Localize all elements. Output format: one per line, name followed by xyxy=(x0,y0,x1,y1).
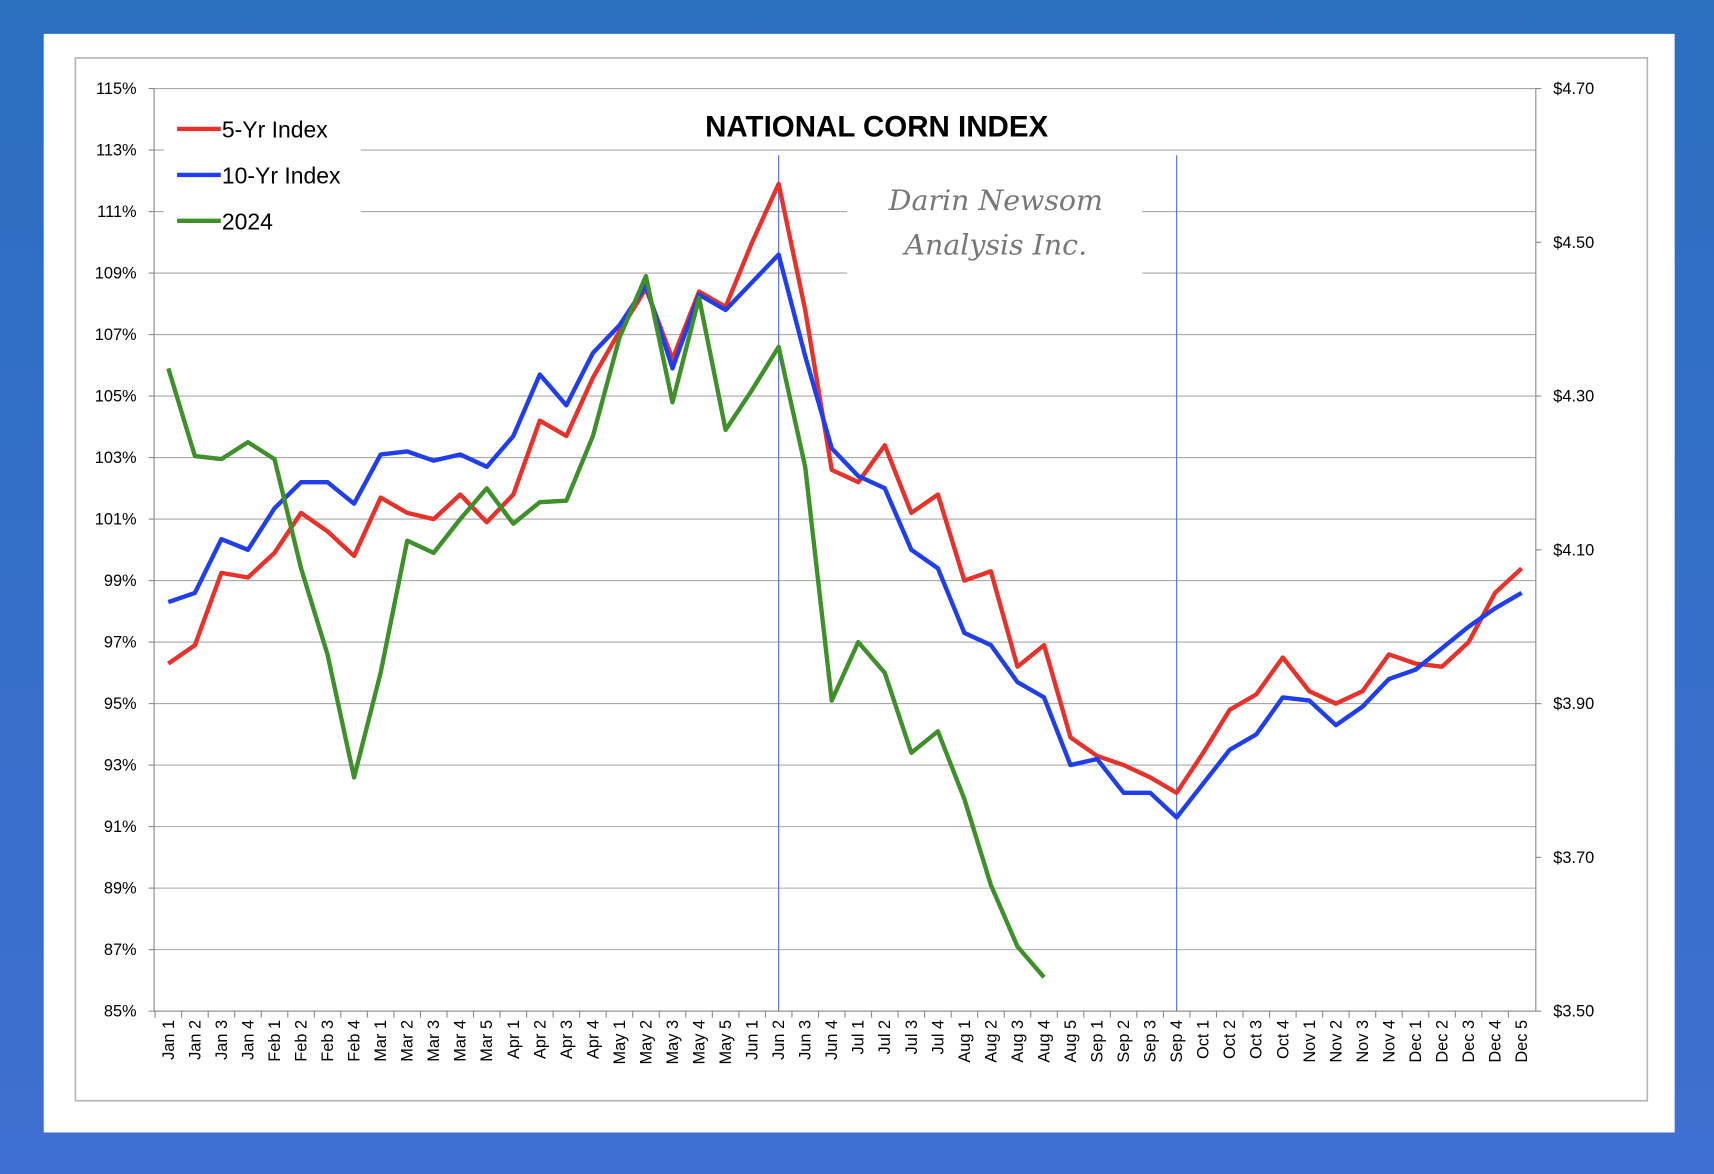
legend: 5-Yr Index 10-Yr Index 2024 xyxy=(177,117,341,235)
x-tick-label: Dec 2 xyxy=(1433,1020,1451,1063)
y-tick-label: 99% xyxy=(104,572,137,590)
x-tick-label: Dec 1 xyxy=(1407,1020,1425,1063)
x-tick-label: Aug 1 xyxy=(956,1020,974,1063)
y-tick-label: 103% xyxy=(95,449,137,467)
x-tick-label: May 5 xyxy=(717,1020,735,1065)
y-tick-label: 93% xyxy=(104,757,137,775)
y-tick-label: 89% xyxy=(104,880,137,898)
x-tick-label: Sep 2 xyxy=(1115,1020,1133,1063)
x-tick-label: Mar 1 xyxy=(372,1020,390,1062)
x-tick-label: Sep 1 xyxy=(1089,1020,1107,1063)
series-line-5-yr-index xyxy=(167,181,1524,796)
y2-tick-label: $4.30 xyxy=(1553,388,1594,406)
x-tick-label: Jan 4 xyxy=(239,1020,257,1060)
x-tick-label: Mar 4 xyxy=(452,1020,470,1062)
x-tick-label: Jan 3 xyxy=(213,1020,231,1060)
watermark: Darin Newsom Analysis Inc. xyxy=(888,184,1103,262)
x-tick-label: May 4 xyxy=(691,1020,709,1065)
series-line-2024 xyxy=(166,273,1046,979)
x-tick-label: Jun 4 xyxy=(823,1020,841,1060)
legend-label: 2024 xyxy=(222,209,273,235)
x-tick-label: Mar 5 xyxy=(478,1020,496,1062)
chart-title: NATIONAL CORN INDEX xyxy=(705,111,1048,144)
x-tick-label: Dec 4 xyxy=(1487,1020,1505,1063)
x-tick-label: Dec 5 xyxy=(1513,1020,1531,1063)
x-tick-label: Feb 2 xyxy=(292,1020,310,1062)
x-tick-label: Sep 4 xyxy=(1168,1020,1186,1063)
y2-tick-label: $4.50 xyxy=(1553,234,1594,252)
y2-tick-label: $3.70 xyxy=(1553,849,1594,867)
x-tick-label: Jul 2 xyxy=(876,1020,894,1055)
y-tick-label: 109% xyxy=(95,265,137,283)
watermark-line-2: Analysis Inc. xyxy=(902,229,1088,262)
x-tick-label: Aug 4 xyxy=(1035,1020,1053,1063)
x-tick-label: Jun 2 xyxy=(770,1020,788,1060)
legend-label: 5-Yr Index xyxy=(222,117,328,143)
x-tick-label: Feb 1 xyxy=(266,1020,284,1062)
x-tick-label: Nov 3 xyxy=(1354,1020,1372,1063)
y2-tick-label: $3.50 xyxy=(1553,1003,1594,1021)
x-tick-label: Mar 2 xyxy=(399,1020,417,1062)
y2-tick-label: $3.90 xyxy=(1553,695,1594,713)
x-tick-label: May 1 xyxy=(611,1020,629,1065)
y2-tick-label: $4.10 xyxy=(1553,541,1594,559)
x-tick-label: Nov 2 xyxy=(1327,1020,1345,1063)
x-tick-label: Nov 4 xyxy=(1380,1020,1398,1063)
x-tick-label: Jul 3 xyxy=(903,1020,921,1055)
y-tick-label: 97% xyxy=(104,634,137,652)
y-tick-label: 113% xyxy=(96,142,137,160)
watermark-line-1: Darin Newsom xyxy=(888,184,1103,217)
x-tick-label: Dec 3 xyxy=(1460,1020,1478,1063)
x-tick-label: Jul 1 xyxy=(850,1020,868,1055)
x-tick-label: Oct 4 xyxy=(1274,1020,1292,1059)
x-tick-label: Jun 1 xyxy=(744,1020,762,1060)
y-tick-label: 107% xyxy=(95,326,137,344)
x-tick-label: Apr 3 xyxy=(558,1020,576,1059)
y-tick-label: 111% xyxy=(97,203,136,221)
x-tick-label: Jun 3 xyxy=(797,1020,815,1060)
x-tick-label: May 3 xyxy=(664,1020,682,1065)
x-tick-label: Apr 4 xyxy=(584,1020,602,1059)
x-tick-label: Nov 1 xyxy=(1301,1020,1319,1063)
chart-border xyxy=(74,57,1649,1102)
x-tick-label: Oct 2 xyxy=(1221,1020,1239,1059)
y2-tick-label: $4.70 xyxy=(1553,80,1594,98)
y-tick-label: 91% xyxy=(104,818,137,836)
x-tick-label: Aug 3 xyxy=(1009,1020,1027,1063)
y-tick-label: 105% xyxy=(95,388,137,406)
y-tick-label: 85% xyxy=(104,1003,137,1021)
x-tick-label: Jan 1 xyxy=(160,1020,178,1060)
x-tick-label: Jul 4 xyxy=(929,1020,947,1055)
legend-label: 10-Yr Index xyxy=(222,163,341,189)
x-tick-label: Oct 1 xyxy=(1195,1020,1213,1059)
x-tick-label: Apr 2 xyxy=(531,1020,549,1059)
y-tick-label: 115% xyxy=(96,80,137,98)
x-tick-label: Aug 2 xyxy=(982,1020,1000,1063)
series-line-10-yr-index xyxy=(167,252,1523,820)
y-tick-label: 95% xyxy=(104,695,137,713)
x-tick-label: Feb 3 xyxy=(319,1020,337,1062)
y-tick-label: 101% xyxy=(95,511,137,529)
x-tick-label: Jan 2 xyxy=(186,1020,204,1060)
x-tick-label: Mar 3 xyxy=(425,1020,443,1062)
x-tick-label: Aug 5 xyxy=(1062,1020,1080,1063)
x-tick-label: May 2 xyxy=(637,1020,655,1065)
x-tick-label: Sep 3 xyxy=(1142,1020,1160,1063)
x-tick-label: Feb 4 xyxy=(346,1020,364,1062)
x-tick-label: Oct 3 xyxy=(1248,1020,1266,1059)
x-tick-label: Apr 1 xyxy=(505,1020,523,1059)
y-tick-label: 87% xyxy=(104,941,137,959)
